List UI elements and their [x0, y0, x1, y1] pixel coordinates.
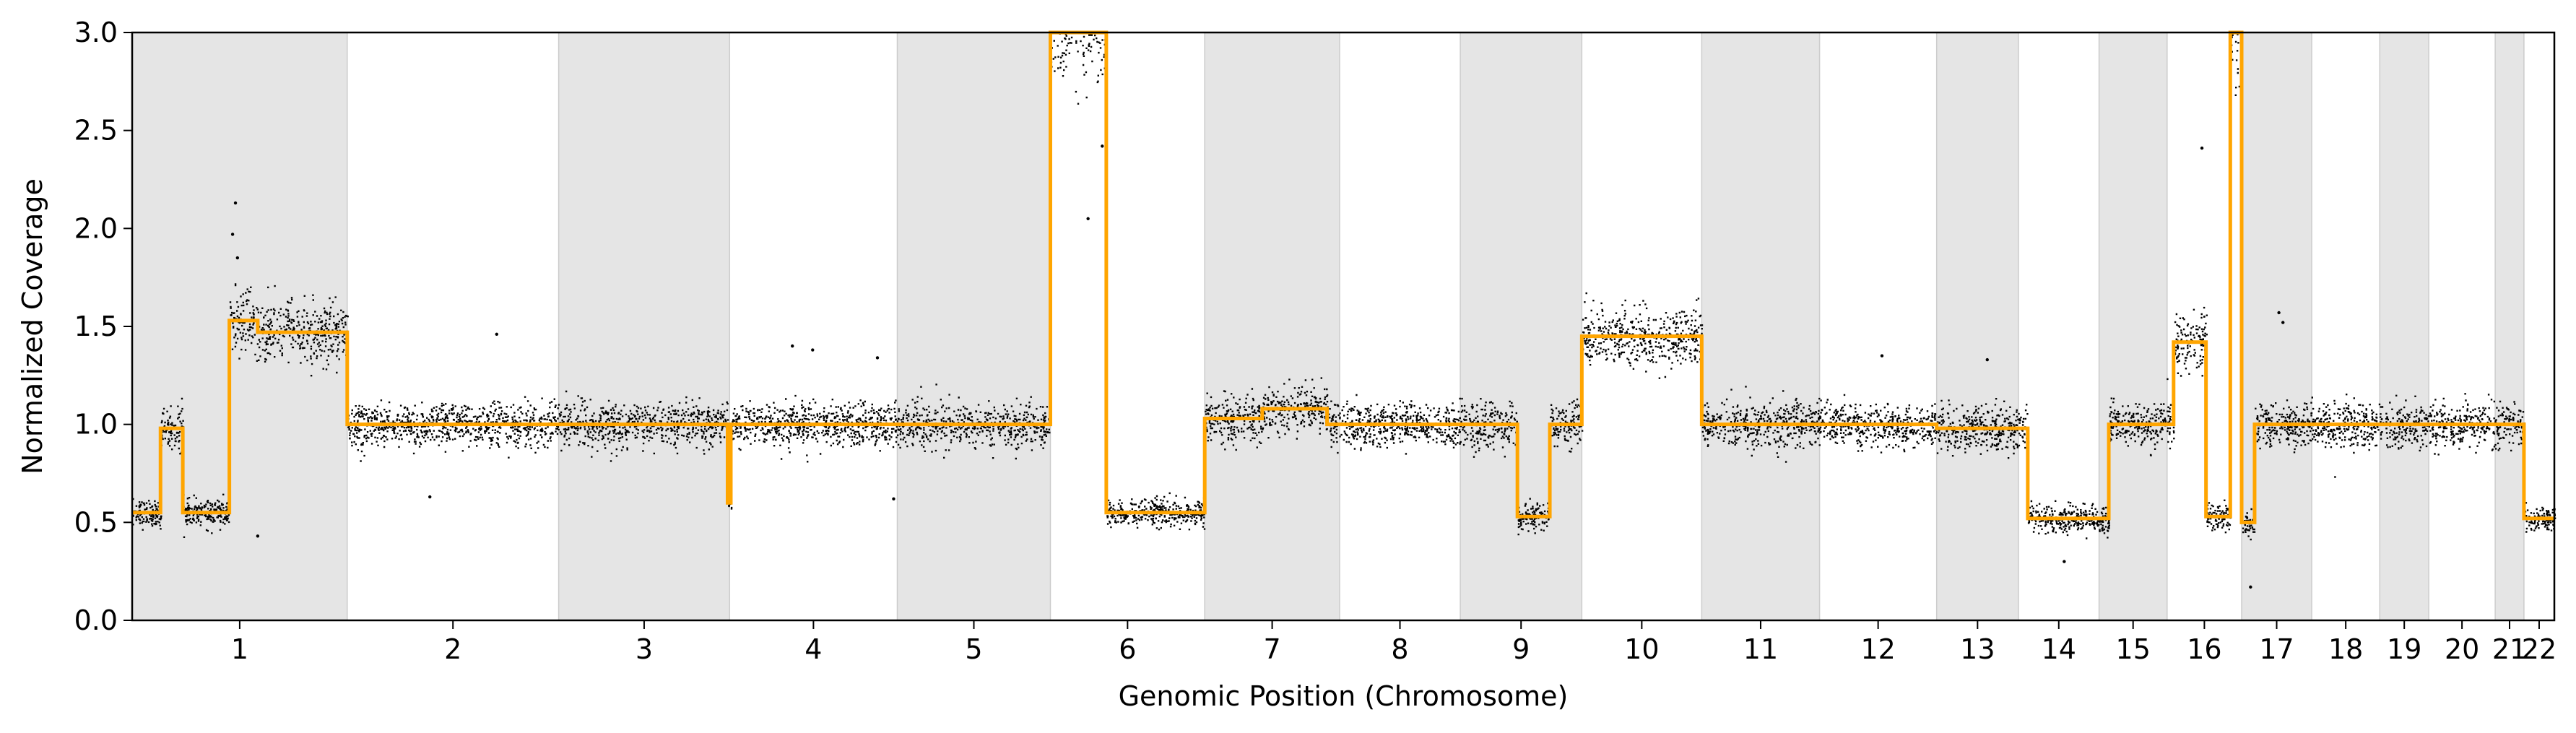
y-tick-label: 2.5	[74, 115, 118, 147]
outlier-point	[1101, 144, 1104, 148]
x-tick-label: 19	[2387, 633, 2421, 665]
x-tick-label: 5	[965, 633, 982, 665]
x-axis-label: Genomic Position (Chromosome)	[1119, 680, 1569, 712]
outlier-point	[495, 332, 498, 337]
segment-step-line	[132, 30, 2554, 524]
outlier-point	[2277, 311, 2281, 315]
outlier-point	[811, 348, 815, 352]
chromosome-band-11	[1701, 32, 1821, 621]
chromosome-band-17	[2241, 32, 2312, 621]
y-tick-label: 1.5	[74, 311, 118, 342]
coverage-points	[132, 32, 2557, 589]
chromosome-band-3	[558, 32, 731, 621]
x-tick-label: 3	[636, 633, 653, 665]
x-tick-label: 18	[2328, 633, 2363, 665]
plot-frame	[131, 31, 2556, 622]
outlier-point	[428, 495, 432, 499]
outlier-point	[791, 344, 794, 348]
x-tick-label: 13	[1960, 633, 1995, 665]
chromosome-band-7	[1204, 32, 1340, 621]
outlier-point	[2063, 560, 2066, 563]
x-tick-label: 12	[1860, 633, 1895, 665]
x-tick-label: 22	[2522, 633, 2557, 665]
x-tick-label: 6	[1119, 633, 1136, 665]
chromosome-band-15	[2098, 32, 2168, 621]
outlier-point	[1086, 217, 1090, 220]
x-tick-label: 1	[231, 633, 248, 665]
y-axis-label: Normalized Coverage	[17, 178, 48, 474]
chromosome-band-19	[2379, 32, 2429, 621]
outlier-point	[256, 534, 260, 538]
chromosome-band-1	[131, 32, 348, 621]
outlier-point	[1985, 357, 1989, 362]
y-axis-ticks: 0.0 0.5 1.0 1.5 2.0 2.5 3.0	[74, 17, 132, 636]
y-tick-label: 0.5	[74, 506, 118, 538]
x-tick-label: 8	[1391, 633, 1408, 665]
x-tick-label: 16	[2187, 633, 2221, 665]
x-tick-label: 21	[2492, 633, 2527, 665]
x-tick-label: 7	[1263, 633, 1280, 665]
x-tick-label: 11	[1743, 633, 1778, 665]
outlier-point	[2249, 585, 2252, 589]
outlier-point	[875, 356, 880, 360]
outlier-point	[235, 256, 240, 260]
x-tick-label: 14	[2042, 633, 2076, 665]
x-tick-label: 15	[2116, 633, 2151, 665]
y-tick-label: 3.0	[74, 17, 118, 48]
y-tick-label: 2.0	[74, 212, 118, 244]
outlier-point	[2200, 146, 2204, 150]
segment-line	[132, 30, 2554, 524]
chromosome-band-9	[1460, 32, 1583, 621]
outlier-point	[233, 201, 238, 205]
x-tick-label: 9	[1512, 633, 1530, 665]
coverage-point-cloud	[132, 32, 2557, 541]
chromosome-bands	[131, 32, 2525, 621]
x-tick-label: 4	[805, 633, 822, 665]
outlier-point	[1880, 354, 1884, 357]
y-tick-label: 0.0	[74, 604, 118, 636]
chromosome-band-13	[1935, 32, 2019, 621]
chromosome-band-5	[896, 32, 1051, 621]
chromosome-band-21	[2494, 32, 2525, 621]
outlier-point	[892, 497, 895, 500]
x-tick-label: 17	[2259, 633, 2294, 665]
x-tick-label: 2	[444, 633, 461, 665]
x-tick-label: 20	[2445, 633, 2479, 665]
outlier-point	[2281, 321, 2285, 324]
outlier-point	[230, 233, 235, 236]
y-tick-label: 1.0	[74, 409, 118, 441]
x-tick-label: 10	[1624, 633, 1659, 665]
